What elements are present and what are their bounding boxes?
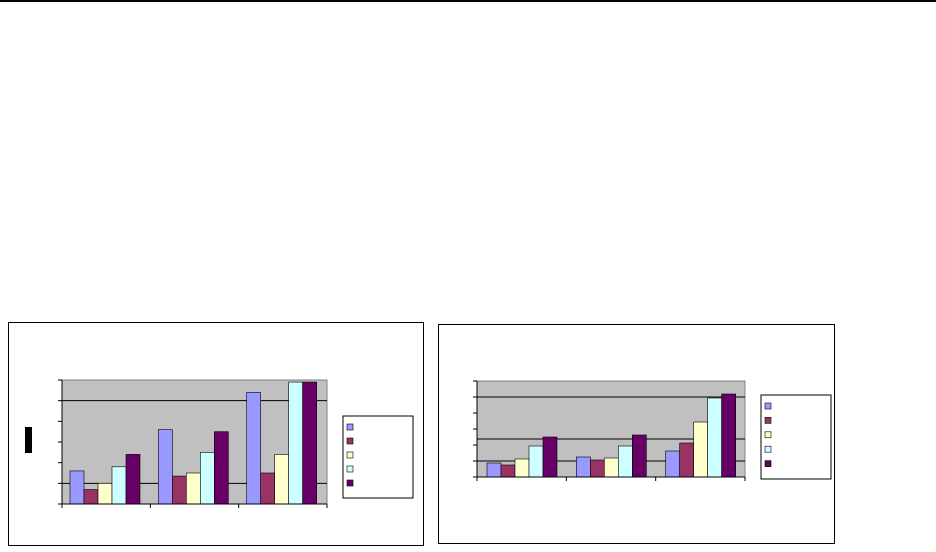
bar-series5-cat2 xyxy=(632,434,647,478)
bar-series1-cat1 xyxy=(486,462,502,478)
chart-right xyxy=(438,324,835,544)
bar-series2-cat3 xyxy=(679,442,694,478)
bar-series1-cat1 xyxy=(69,470,85,505)
bar-series1-cat2 xyxy=(576,456,591,478)
legend-swatch-series2 xyxy=(764,417,772,424)
bar-series4-cat3 xyxy=(288,381,303,505)
legend-swatch-series5 xyxy=(346,479,354,487)
chart-left-svg xyxy=(58,379,414,508)
bar-series1-cat3 xyxy=(665,450,680,478)
bar-series3-cat3 xyxy=(693,421,708,478)
legend-swatch-series4 xyxy=(346,465,354,473)
top-rule xyxy=(0,0,936,2)
bar-series4-cat2 xyxy=(200,452,215,505)
bar-series4-cat2 xyxy=(618,445,633,478)
bar-series4-cat1 xyxy=(111,466,127,505)
bar-series5-cat3 xyxy=(721,393,736,478)
bar-series3-cat1 xyxy=(514,458,530,478)
legend-swatch-series2 xyxy=(346,437,354,445)
y-axis-label-mark xyxy=(25,427,32,453)
legend-swatch-series1 xyxy=(764,402,772,410)
bar-series2-cat3 xyxy=(260,472,275,505)
legend-swatch-series1 xyxy=(346,423,354,431)
bar-series3-cat2 xyxy=(604,457,619,478)
legend xyxy=(342,415,414,499)
bar-series3-cat1 xyxy=(97,483,113,505)
legend-swatch-series4 xyxy=(764,445,772,453)
bar-series5-cat1 xyxy=(542,436,558,478)
chart-right-svg xyxy=(473,380,832,481)
bar-series4-cat3 xyxy=(707,397,722,478)
legend-swatch-series5 xyxy=(764,460,772,467)
bar-series3-cat2 xyxy=(186,472,201,505)
bar-series2-cat2 xyxy=(590,459,605,478)
bar-series1-cat2 xyxy=(158,429,173,505)
bar-series5-cat3 xyxy=(302,381,317,505)
bar-series1-cat3 xyxy=(246,392,261,505)
bar-series4-cat1 xyxy=(528,445,544,478)
bar-series3-cat3 xyxy=(274,454,289,505)
legend-swatch-series3 xyxy=(346,451,354,459)
legend-swatch-series3 xyxy=(764,431,772,439)
bar-series5-cat1 xyxy=(125,454,141,505)
bar-series2-cat2 xyxy=(172,475,187,505)
bar-series2-cat1 xyxy=(500,464,516,478)
bar-series2-cat1 xyxy=(83,489,99,505)
legend xyxy=(760,394,832,480)
bar-series5-cat2 xyxy=(214,431,229,505)
chart-left xyxy=(8,322,424,546)
